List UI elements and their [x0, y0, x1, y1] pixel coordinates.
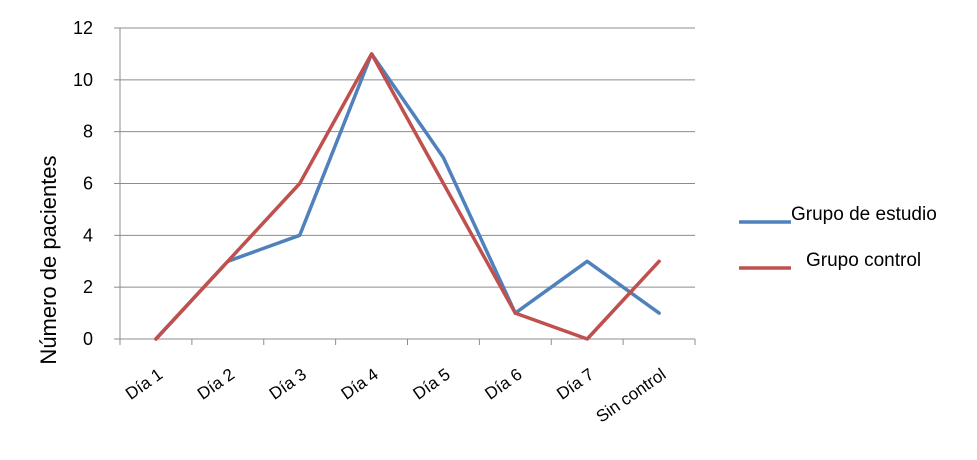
y-tick-label: 0: [83, 329, 93, 349]
y-tick-label: 8: [83, 122, 93, 142]
legend: Grupo de estudio Grupo control: [739, 204, 937, 271]
axes: [114, 27, 696, 345]
y-tick-label: 2: [83, 277, 93, 297]
legend-label: Grupo de estudio: [791, 204, 937, 225]
x-tick-label: Día 2: [194, 365, 238, 404]
series-line: [154, 52, 661, 341]
series-lines: [154, 52, 661, 341]
y-axis-label: Número de pacientes: [36, 155, 61, 364]
y-tick-label: 12: [73, 18, 93, 38]
legend-label: Grupo control: [806, 250, 921, 271]
x-tick-label: Día 1: [122, 365, 166, 404]
x-tick-label: Día 7: [553, 365, 597, 404]
series-line: [154, 52, 661, 341]
y-tick-label: 4: [83, 225, 93, 245]
y-tick-label: 10: [73, 70, 93, 90]
x-tick-label: Día 3: [266, 365, 310, 404]
x-tick-label: Sin control: [593, 365, 670, 427]
y-tick-labels: 0 2 4 6 8 10 12: [73, 18, 93, 349]
x-tick-label: Día 4: [338, 365, 382, 404]
x-tick-label: Día 5: [410, 365, 454, 404]
y-tick-label: 6: [83, 174, 93, 194]
x-tick-label: Día 6: [481, 365, 525, 404]
grid-lines: [120, 27, 695, 288]
